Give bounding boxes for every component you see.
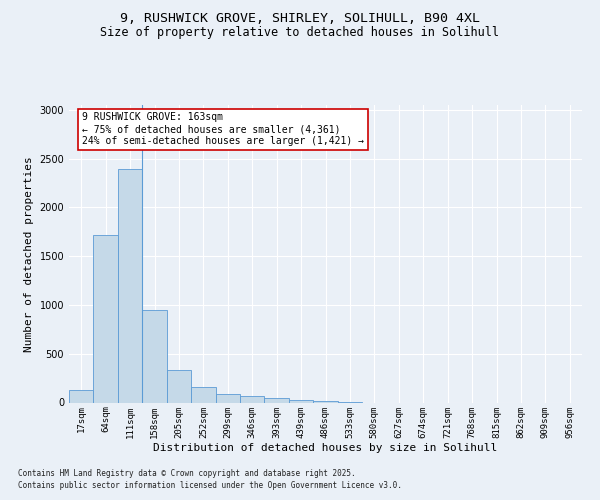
Bar <box>167 370 191 402</box>
Text: 9, RUSHWICK GROVE, SHIRLEY, SOLIHULL, B90 4XL: 9, RUSHWICK GROVE, SHIRLEY, SOLIHULL, B9… <box>120 12 480 26</box>
Bar <box>69 390 94 402</box>
Bar <box>191 388 215 402</box>
Bar <box>313 401 338 402</box>
Bar <box>265 398 289 402</box>
Text: 9 RUSHWICK GROVE: 163sqm
← 75% of detached houses are smaller (4,361)
24% of sem: 9 RUSHWICK GROVE: 163sqm ← 75% of detach… <box>82 112 364 146</box>
Bar <box>94 234 118 402</box>
Text: Contains HM Land Registry data © Crown copyright and database right 2025.: Contains HM Land Registry data © Crown c… <box>18 469 356 478</box>
Y-axis label: Number of detached properties: Number of detached properties <box>24 156 34 352</box>
Bar <box>118 170 142 402</box>
Bar <box>289 400 313 402</box>
Text: Contains public sector information licensed under the Open Government Licence v3: Contains public sector information licen… <box>18 481 402 490</box>
Bar <box>142 310 167 402</box>
Bar <box>240 396 265 402</box>
X-axis label: Distribution of detached houses by size in Solihull: Distribution of detached houses by size … <box>154 443 497 453</box>
Text: Size of property relative to detached houses in Solihull: Size of property relative to detached ho… <box>101 26 499 39</box>
Bar <box>215 394 240 402</box>
